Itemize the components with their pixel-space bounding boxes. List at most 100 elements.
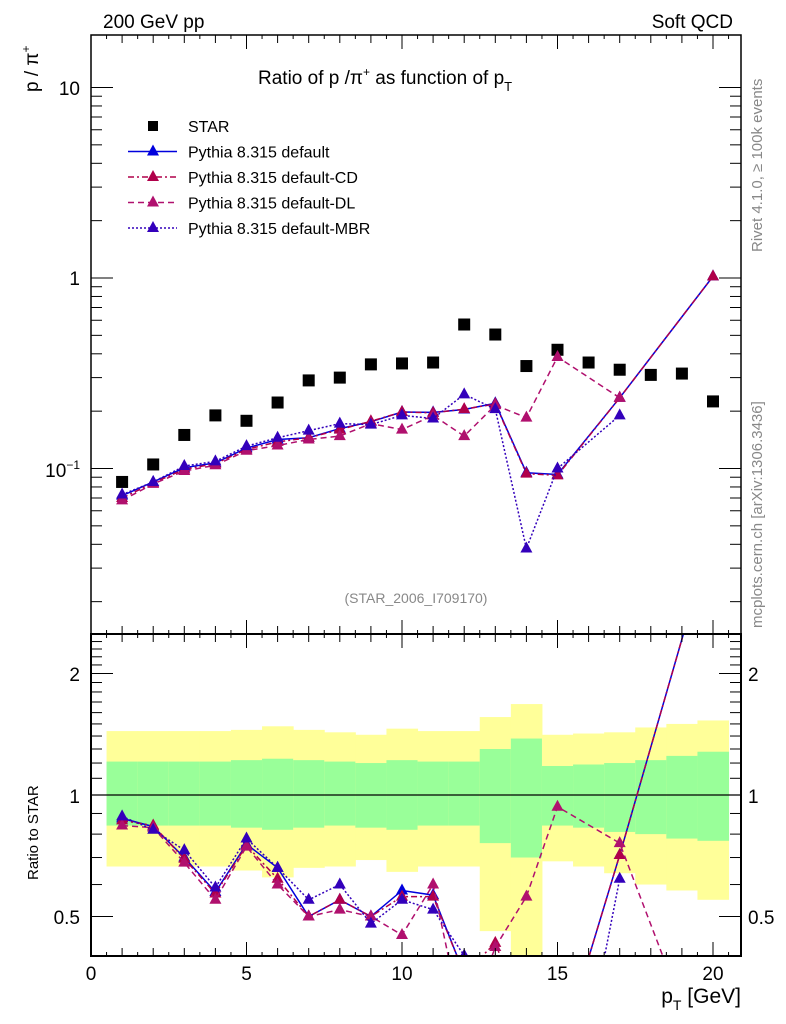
y-tick-label-10: 10: [59, 79, 80, 100]
star-data-point: [644, 368, 657, 381]
green-band: [541, 765, 574, 826]
title-main: Ratio of p /π: [258, 68, 363, 89]
star-data-point: [582, 356, 595, 369]
legend-label: Pythia 8.315 default: [188, 145, 330, 162]
green-band: [137, 761, 170, 826]
ratio-point-1: [613, 848, 626, 860]
legend-marker-star: [148, 121, 158, 131]
ratio-tick-0.5: 0.5: [54, 908, 80, 929]
series-point-3: [116, 493, 129, 505]
header-left: 200 GeV pp: [103, 12, 204, 33]
green-band: [666, 755, 698, 839]
ratio-point-0: [489, 993, 501, 1004]
green-band: [573, 764, 605, 828]
uncertainty-bands: [106, 704, 730, 956]
ratio-point-3: [302, 892, 315, 904]
star-data-point: [489, 328, 502, 341]
ratio-point-2: [178, 855, 191, 867]
series-point-4: [147, 474, 160, 486]
y-axis-label: p / π+: [19, 45, 43, 92]
x-tick-labels: 0 5 10 15 20: [86, 964, 724, 985]
ratio-point-2: [240, 839, 253, 851]
green-band: [293, 760, 325, 828]
green-band: [697, 751, 730, 841]
ratio-y-axis-label: Ratio to STAR: [25, 785, 42, 880]
ratio-point-2: [364, 909, 377, 921]
x-tick-label: 0: [86, 964, 97, 985]
star-data-point: [333, 371, 346, 384]
legend-marker-triangle: [147, 144, 159, 156]
series-point-3: [302, 432, 315, 444]
star-data-point: [520, 360, 533, 373]
series-point-3: [613, 390, 626, 402]
series-point-3: [271, 438, 284, 450]
series-point-3: [458, 429, 471, 441]
rivet-label: Rivet 4.1.0, ≥ 100k events: [749, 79, 766, 252]
series-point-4: [613, 408, 626, 420]
ratio-point-3: [271, 860, 284, 872]
x-tick-label: 10: [391, 964, 412, 985]
star-data-point: [178, 428, 191, 441]
ratio-point-0: [396, 883, 408, 895]
series-line-1: [121, 275, 714, 497]
star-data-point: [396, 357, 408, 370]
green-band: [230, 760, 263, 828]
ratio-point-2: [209, 892, 222, 904]
series-point-3: [396, 422, 408, 434]
series-point-2: [707, 269, 719, 281]
green-band: [604, 763, 636, 832]
ratio-point-0: [458, 967, 470, 978]
ratio-point-0: [520, 1018, 532, 1024]
series-point-3: [520, 410, 533, 422]
series-point-4: [302, 423, 315, 435]
star-data-point: [707, 395, 719, 408]
ratio-point-2: [551, 799, 564, 811]
green-band: [324, 761, 356, 826]
star-data-point: [458, 318, 471, 331]
series-point-4: [458, 387, 471, 399]
ratio-tick-1-right: 1: [748, 787, 759, 808]
series-point-4: [333, 416, 346, 428]
chart-title: Ratio of p /π+ as function of pT: [258, 65, 512, 94]
series-point-3: [551, 349, 564, 361]
ratio-point-2: [396, 927, 408, 939]
axis-ticks: [90, 35, 741, 957]
ratio-point-3: [396, 892, 408, 904]
ratio-point-2: [489, 940, 502, 952]
ratio-point-3: [364, 916, 377, 928]
ratio-point-1: [707, 524, 719, 535]
star-data-point: [147, 458, 160, 471]
legend-label: STAR: [188, 119, 229, 136]
ratio-point-3: [147, 822, 160, 834]
star-data-point: [302, 374, 315, 387]
mcplots-label: mcplots.cern.ch [arXiv:1306.3436]: [749, 401, 766, 628]
ratio-point-1: [333, 892, 346, 904]
ratio-point-3: [209, 880, 222, 892]
y-tick-label-0.1: 10−1: [45, 458, 80, 482]
ratio-point-2: [613, 836, 626, 848]
ratio-point-2: [271, 877, 284, 889]
ratio-point-3: [178, 843, 191, 855]
series-point-4: [489, 402, 502, 414]
ratio-point-3: [116, 809, 129, 821]
ratio-tick-2: 2: [69, 665, 80, 686]
ratio-point-3: [489, 962, 501, 973]
green-band: [448, 761, 481, 826]
green-band: [168, 761, 201, 826]
x-tick-label: 5: [241, 964, 252, 985]
x-tick-label: 20: [702, 964, 723, 985]
legend-label: Pythia 8.315 default-MBR: [188, 221, 370, 238]
legend-marker-triangle: [147, 170, 159, 181]
series-point-4: [271, 430, 284, 442]
ratio-plot-marks: [116, 524, 719, 1024]
x-tick-label: 15: [547, 964, 568, 985]
star-data-point: [240, 414, 253, 427]
green-band: [479, 749, 512, 844]
series-point-2: [551, 468, 564, 480]
series-point-2: [333, 422, 346, 434]
series-point-2: [458, 402, 471, 414]
ratio-point-3: [613, 871, 626, 883]
ratio-point-1: [458, 967, 470, 978]
star-data-point: [209, 409, 222, 422]
